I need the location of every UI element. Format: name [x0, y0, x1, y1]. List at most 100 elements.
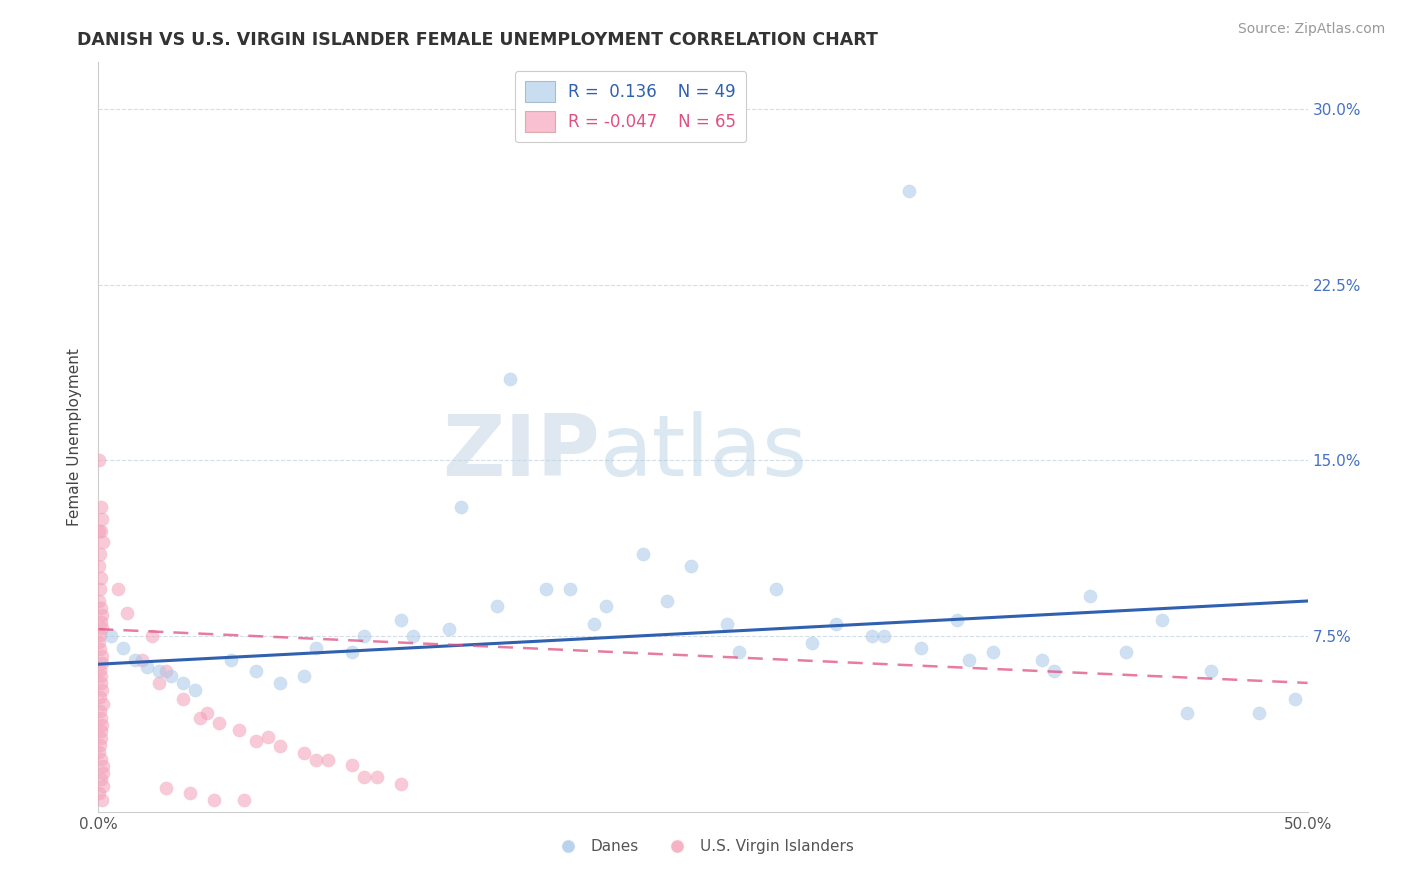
- Point: [534, 582, 557, 597]
- Point: [232, 793, 254, 807]
- Point: [1031, 652, 1053, 666]
- Point: [90, 676, 112, 690]
- Point: [90, 752, 112, 766]
- Point: [342, 758, 364, 772]
- Point: [89, 547, 111, 561]
- Point: [87, 786, 110, 800]
- Point: [89, 663, 111, 677]
- Point: [90, 600, 112, 615]
- Point: [89, 582, 111, 597]
- Point: [179, 786, 201, 800]
- Point: [800, 636, 823, 650]
- Point: [148, 664, 170, 679]
- Point: [87, 594, 110, 608]
- Point: [353, 629, 375, 643]
- Point: [141, 629, 163, 643]
- Point: [342, 646, 364, 660]
- Point: [269, 676, 291, 690]
- Point: [389, 613, 412, 627]
- Point: [107, 582, 129, 597]
- Point: [90, 772, 112, 787]
- Point: [366, 770, 388, 784]
- Point: [195, 706, 218, 721]
- Point: [89, 690, 111, 704]
- Point: [90, 669, 112, 683]
- Point: [1284, 692, 1306, 706]
- Point: [558, 582, 581, 597]
- Point: [305, 753, 328, 767]
- Point: [91, 697, 114, 711]
- Point: [91, 683, 114, 698]
- Point: [825, 617, 848, 632]
- Point: [256, 730, 278, 744]
- Point: [208, 715, 231, 730]
- Point: [91, 717, 114, 731]
- Point: [91, 779, 114, 793]
- Point: [873, 629, 896, 643]
- Point: [1115, 646, 1137, 660]
- Point: [160, 669, 183, 683]
- Point: [631, 547, 654, 561]
- Point: [221, 652, 243, 666]
- Text: Source: ZipAtlas.com: Source: ZipAtlas.com: [1237, 22, 1385, 37]
- Point: [437, 622, 460, 636]
- Point: [91, 765, 114, 780]
- Point: [124, 652, 146, 666]
- Point: [486, 599, 509, 613]
- Point: [1199, 664, 1222, 679]
- Text: ZIP: ZIP: [443, 410, 600, 493]
- Point: [1175, 706, 1198, 721]
- Point: [228, 723, 250, 737]
- Point: [91, 758, 114, 772]
- Point: [1042, 664, 1064, 679]
- Point: [981, 646, 1004, 660]
- Point: [946, 613, 969, 627]
- Point: [117, 606, 139, 620]
- Point: [498, 371, 520, 385]
- Point: [135, 659, 157, 673]
- Point: [87, 558, 110, 573]
- Point: [910, 640, 932, 655]
- Point: [100, 629, 122, 643]
- Point: [860, 629, 883, 643]
- Point: [353, 770, 375, 784]
- Point: [91, 648, 114, 663]
- Point: [1249, 706, 1271, 721]
- Point: [148, 676, 170, 690]
- Point: [90, 711, 112, 725]
- Point: [269, 739, 291, 753]
- Point: [957, 652, 980, 666]
- Point: [765, 582, 787, 597]
- Point: [1078, 590, 1101, 604]
- Point: [90, 524, 112, 538]
- Point: [204, 793, 226, 807]
- Point: [595, 599, 617, 613]
- Point: [305, 640, 328, 655]
- Point: [716, 617, 738, 632]
- Point: [316, 753, 339, 767]
- Point: [89, 704, 111, 718]
- Point: [292, 746, 315, 760]
- Point: [91, 656, 114, 670]
- Point: [245, 664, 267, 679]
- Point: [679, 558, 702, 573]
- Point: [292, 669, 315, 683]
- Point: [131, 652, 153, 666]
- Point: [111, 640, 134, 655]
- Point: [89, 524, 111, 538]
- Point: [172, 676, 194, 690]
- Point: [89, 642, 111, 657]
- Y-axis label: Female Unemployment: Female Unemployment: [67, 348, 83, 526]
- Point: [91, 793, 114, 807]
- Text: atlas: atlas: [600, 410, 808, 493]
- Point: [188, 711, 211, 725]
- Point: [450, 500, 472, 515]
- Point: [402, 629, 425, 643]
- Point: [90, 731, 112, 746]
- Point: [155, 664, 177, 679]
- Point: [655, 594, 678, 608]
- Point: [90, 571, 112, 585]
- Point: [90, 622, 112, 636]
- Point: [728, 646, 751, 660]
- Text: DANISH VS U.S. VIRGIN ISLANDER FEMALE UNEMPLOYMENT CORRELATION CHART: DANISH VS U.S. VIRGIN ISLANDER FEMALE UN…: [77, 31, 879, 49]
